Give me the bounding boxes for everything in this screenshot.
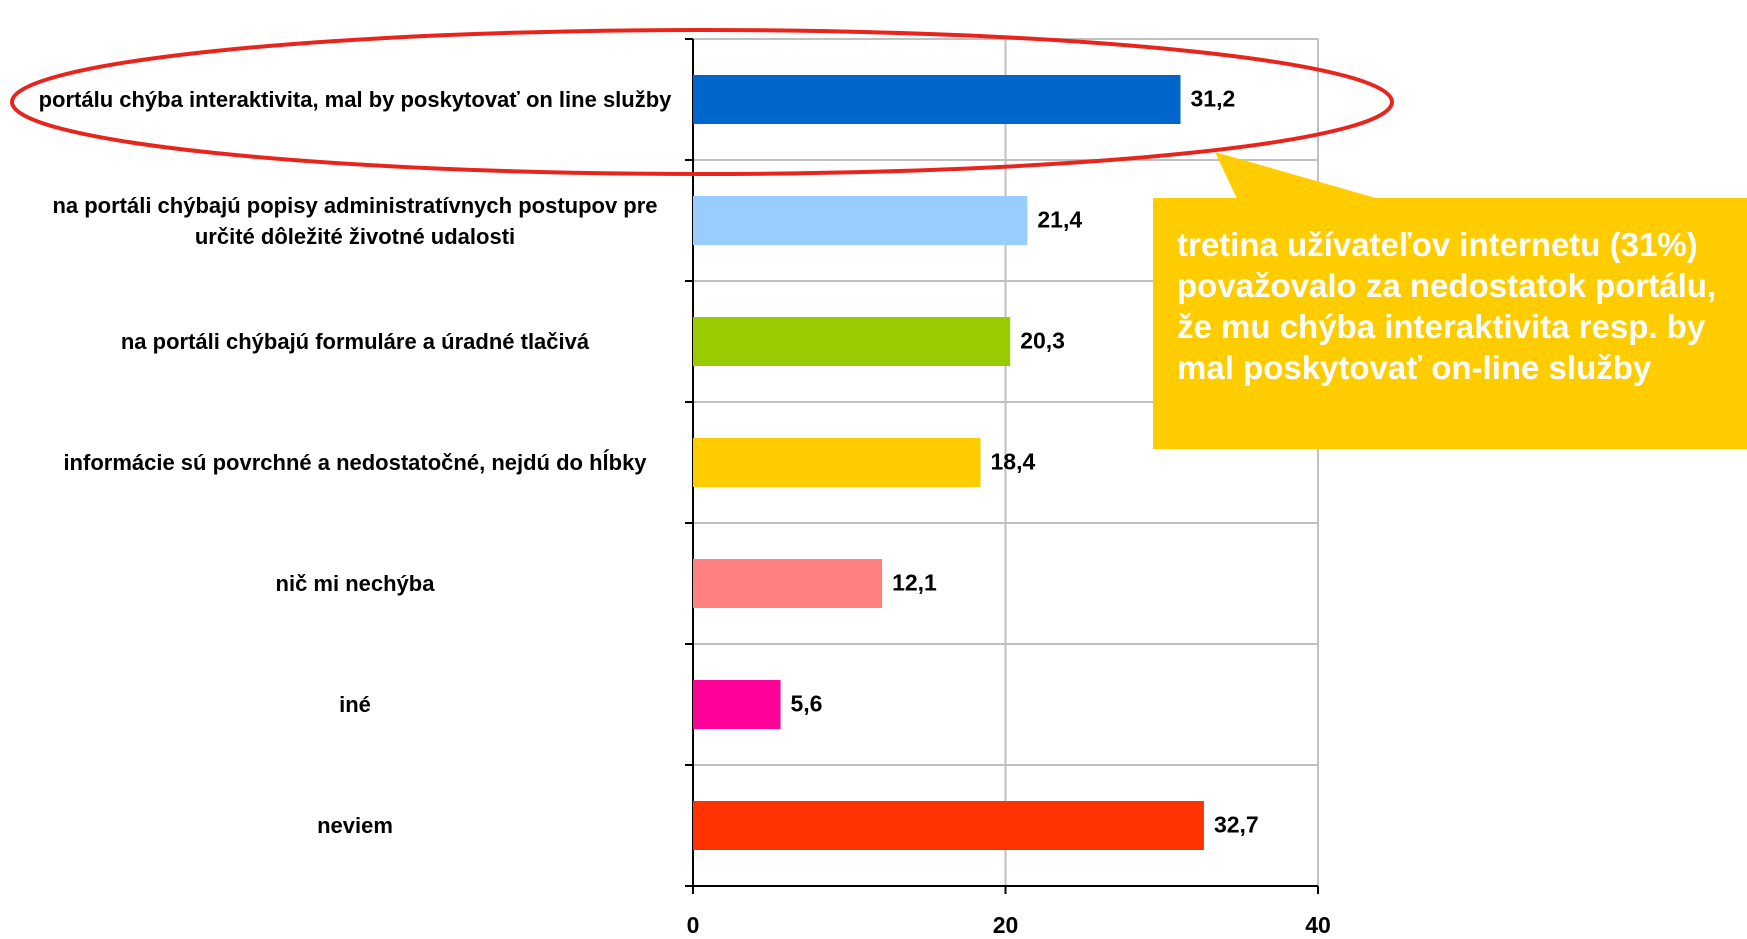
bar [693,196,1028,245]
callout-text: tretina užívateľov internetu (31%) považ… [1177,226,1717,386]
value-label: 31,2 [1191,86,1236,112]
value-label: 5,6 [791,691,823,717]
value-label: 32,7 [1214,812,1259,838]
value-label: 21,4 [1037,207,1082,233]
value-label: 12,1 [892,570,937,596]
y-tick-label: iné [339,692,371,717]
x-tick-label: 40 [1305,912,1331,938]
callout-box [1153,198,1747,449]
x-tick-label: 20 [993,912,1019,938]
value-label: 18,4 [991,449,1036,475]
bar [693,559,883,608]
bar [693,75,1181,124]
highlight-ellipse [10,28,1394,176]
callout-pointer [1215,152,1400,205]
y-tick-label: nič mi nechýba [275,571,435,596]
bar [693,438,981,487]
bar [693,801,1204,850]
bar [693,317,1011,366]
bar [693,680,781,729]
y-tick-label: portálu chýba interaktivita, mal by posk… [38,87,672,112]
x-tick-label: 0 [687,912,700,938]
value-label: 20,3 [1020,328,1065,354]
y-tick-label: na portáli chýbajú formuláre a úradné tl… [120,329,590,354]
y-tick-label: neviem [317,813,393,838]
y-tick-label: na portáli chýbajú popisy administratívn… [52,192,658,249]
y-tick-label: informácie sú povrchné a nedostatočné, n… [63,450,647,475]
